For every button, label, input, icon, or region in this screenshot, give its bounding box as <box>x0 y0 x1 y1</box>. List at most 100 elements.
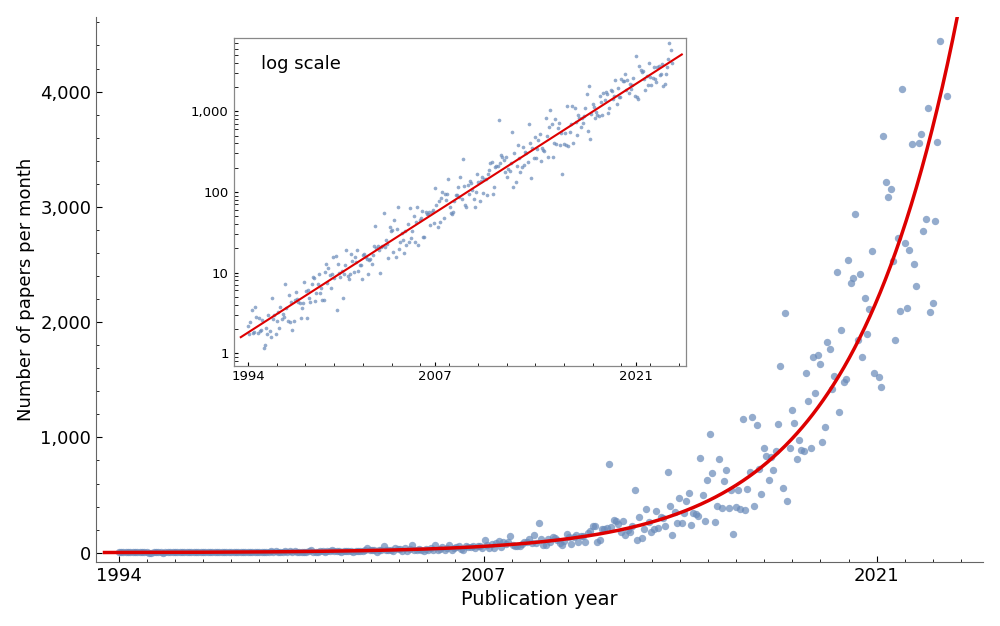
Point <box>240 546 256 557</box>
Point <box>592 535 608 545</box>
Point <box>763 452 779 462</box>
Point <box>495 536 511 546</box>
Point <box>638 503 654 513</box>
Point <box>345 546 361 557</box>
Point <box>854 352 870 362</box>
Point <box>514 539 530 549</box>
Point <box>486 543 502 553</box>
Point <box>664 530 680 540</box>
Point <box>460 541 476 552</box>
Point <box>920 103 936 113</box>
Point <box>695 490 711 500</box>
Point <box>467 543 483 553</box>
Point <box>861 304 877 314</box>
Point <box>254 547 270 557</box>
Point <box>624 521 640 531</box>
Point <box>744 412 760 422</box>
Point <box>355 546 371 556</box>
Point <box>878 177 894 187</box>
Point <box>390 544 406 554</box>
Point <box>141 548 157 558</box>
Point <box>125 547 141 557</box>
Point <box>822 344 838 354</box>
Point <box>282 546 298 556</box>
Point <box>157 547 173 557</box>
Point <box>148 548 164 558</box>
Point <box>533 534 549 544</box>
Point <box>531 518 547 528</box>
Point <box>561 532 577 542</box>
Point <box>251 547 267 557</box>
Point <box>915 226 931 236</box>
Point <box>589 537 605 547</box>
Point <box>777 308 793 318</box>
Point <box>399 546 415 556</box>
Point <box>587 521 603 531</box>
Point <box>338 546 354 556</box>
Point <box>226 547 242 557</box>
Point <box>524 538 540 548</box>
Point <box>892 305 908 316</box>
Point <box>831 406 847 416</box>
Point <box>568 530 584 540</box>
Point <box>439 543 455 553</box>
Point <box>423 543 439 553</box>
Point <box>129 548 145 558</box>
Point <box>566 532 582 542</box>
Point <box>653 511 669 521</box>
Point <box>894 84 910 94</box>
Point <box>622 527 638 537</box>
Point <box>446 543 462 553</box>
Point <box>380 545 396 555</box>
Point <box>880 192 896 202</box>
Point <box>132 547 148 557</box>
Point <box>542 537 558 547</box>
Point <box>216 547 232 557</box>
Point <box>287 546 303 557</box>
Point <box>362 545 378 555</box>
Point <box>324 545 340 555</box>
Point <box>859 329 875 339</box>
Point <box>601 459 617 469</box>
Point <box>753 489 769 499</box>
X-axis label: Publication year: Publication year <box>461 590 618 609</box>
Point <box>749 420 765 430</box>
Point <box>650 523 666 533</box>
Point <box>279 546 295 557</box>
Point <box>331 546 347 557</box>
Point <box>265 547 281 557</box>
Point <box>296 547 312 557</box>
Point <box>329 546 345 557</box>
Point <box>866 367 882 377</box>
Point <box>165 548 181 558</box>
Point <box>441 540 457 550</box>
Point <box>817 423 833 433</box>
Point <box>683 520 699 530</box>
Point <box>371 545 387 555</box>
Point <box>432 544 448 554</box>
Point <box>685 508 701 518</box>
Point <box>491 536 507 546</box>
Point <box>655 513 671 523</box>
Point <box>585 521 601 531</box>
Point <box>735 414 751 424</box>
Point <box>836 377 852 387</box>
Point <box>350 546 366 556</box>
Point <box>113 548 129 558</box>
Point <box>775 483 791 493</box>
Point <box>875 131 891 141</box>
Point <box>153 548 169 558</box>
Point <box>730 485 746 495</box>
Point <box>577 537 593 547</box>
Point <box>352 546 368 557</box>
Point <box>728 502 744 512</box>
Point <box>326 546 342 557</box>
Point <box>840 255 856 265</box>
Point <box>739 485 755 495</box>
Point <box>127 547 143 557</box>
Point <box>570 536 586 546</box>
Point <box>702 429 718 439</box>
Point <box>120 548 136 558</box>
Point <box>211 547 227 557</box>
Point <box>134 548 150 558</box>
